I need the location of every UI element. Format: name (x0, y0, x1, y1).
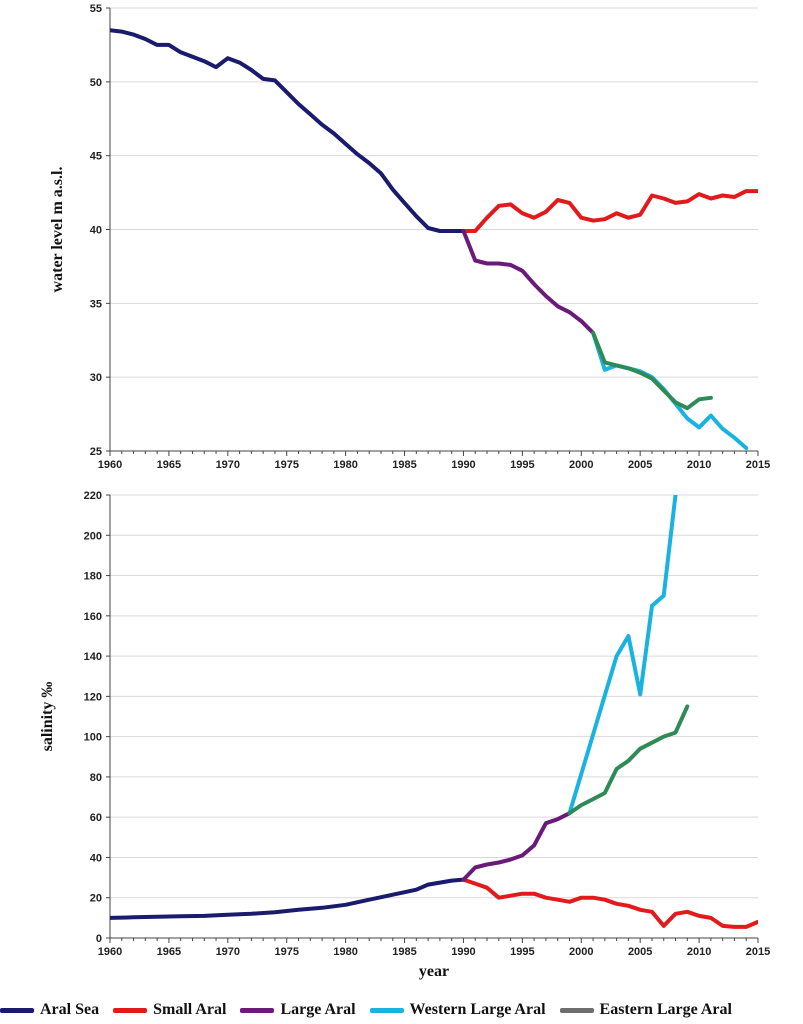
series-line-aral-sea (110, 28, 466, 233)
legend-label: Small Aral (153, 1001, 227, 1018)
x-tick-label: 1995 (510, 459, 534, 471)
legend-label: Western Large Aral (409, 1001, 546, 1018)
x-tick-label: 1975 (274, 459, 298, 471)
legend-swatch-aral-sea (0, 1007, 34, 1013)
x-tick-label: 1980 (333, 946, 357, 958)
x-tick-label: 2010 (687, 459, 711, 471)
y-tick-label: 20 (90, 893, 102, 905)
y-tick-label: 25 (90, 446, 102, 458)
x-tick-label: 1985 (392, 946, 416, 958)
x-tick-label: 2000 (569, 459, 593, 471)
legend-item-western-large-aral: Western Large Aral (369, 1001, 546, 1019)
series-line-eastern-large-aral (591, 330, 713, 411)
y-tick-label: 200 (84, 530, 102, 542)
y-tick-label: 80 (90, 772, 102, 784)
x-tick-label: 1960 (98, 459, 122, 471)
x-tick-label: 1970 (216, 459, 240, 471)
legend-label: Aral Sea (40, 1001, 100, 1018)
series-line-small-aral (461, 189, 758, 233)
x-tick-label: 1960 (98, 946, 122, 958)
x-tick-label: 1975 (274, 946, 298, 958)
x-tick-label: 2000 (569, 946, 593, 958)
legend-swatch-small-aral (113, 1007, 148, 1013)
x-tick-label: 1990 (451, 946, 475, 958)
x-tick-label: 1990 (451, 459, 475, 471)
series-line-western-large-aral (591, 330, 749, 450)
legend-item-large-aral: Large Aral (240, 1001, 356, 1019)
series-line-small-aral (461, 877, 758, 929)
y-tick-label: 220 (84, 490, 102, 502)
series-line-aral-sea (110, 877, 466, 920)
legend-label: Eastern Large Aral (599, 1001, 732, 1018)
y-tick-label: 55 (90, 3, 102, 15)
legend-label: Large Aral (280, 1001, 356, 1018)
legend-item-aral-sea: Aral Sea (0, 1001, 99, 1019)
x-tick-label: 2005 (628, 946, 652, 958)
x-tick-label: 1980 (333, 459, 357, 471)
legend-swatch-eastern-large-aral (559, 1007, 594, 1013)
legend: Aral Sea Small Aral Large Aral Western L… (0, 998, 803, 1022)
series-line-large-aral (461, 811, 572, 882)
y-tick-label: 180 (84, 571, 102, 583)
y-tick-label: 30 (90, 372, 102, 384)
series-line-eastern-large-aral (567, 704, 690, 816)
x-tick-label: 1965 (157, 946, 181, 958)
y-tick-label: 100 (84, 732, 102, 744)
y-tick-label: 160 (84, 611, 102, 623)
x-tick-label: 1965 (157, 459, 181, 471)
y-tick-label: 0 (96, 933, 102, 945)
y-axis-label: water level m a.s.l. (49, 167, 66, 293)
series-line-large-aral (461, 229, 596, 335)
x-tick-label: 2005 (628, 459, 652, 471)
y-tick-label: 60 (90, 812, 102, 824)
y-axis-label: salinity ‰ (39, 682, 56, 752)
y-tick-label: 140 (84, 651, 102, 663)
legend-item-eastern-large-aral: Eastern Large Aral (559, 1001, 732, 1019)
x-axis-label: year (419, 963, 449, 980)
legend-swatch-western-large-aral (369, 1007, 404, 1013)
water-level-chart: 25 30 35 40 45 50 55 1960 1965 1970 1975 1980 1985 19… (49, 3, 770, 471)
x-tick-label: 2010 (687, 946, 711, 958)
y-tick-label: 120 (84, 691, 102, 703)
salinity-chart: 0 20 40 60 80 100 120 140 160 180 200 220 1960 1965 19… (39, 490, 770, 980)
legend-swatch-large-aral (240, 1007, 275, 1013)
series-line-western-large-aral (567, 495, 678, 816)
y-tick-label: 40 (90, 852, 102, 864)
x-tick-label: 2015 (746, 946, 770, 958)
y-tick-label: 45 (90, 151, 102, 163)
legend-item-small-aral: Small Aral (113, 1001, 226, 1019)
x-tick-label: 1970 (216, 946, 240, 958)
x-tick-label: 1995 (510, 946, 534, 958)
x-tick-label: 1985 (392, 459, 416, 471)
y-tick-label: 40 (90, 225, 102, 237)
y-tick-label: 50 (90, 77, 102, 89)
y-tick-label: 35 (90, 298, 102, 310)
x-tick-label: 2015 (746, 459, 770, 471)
